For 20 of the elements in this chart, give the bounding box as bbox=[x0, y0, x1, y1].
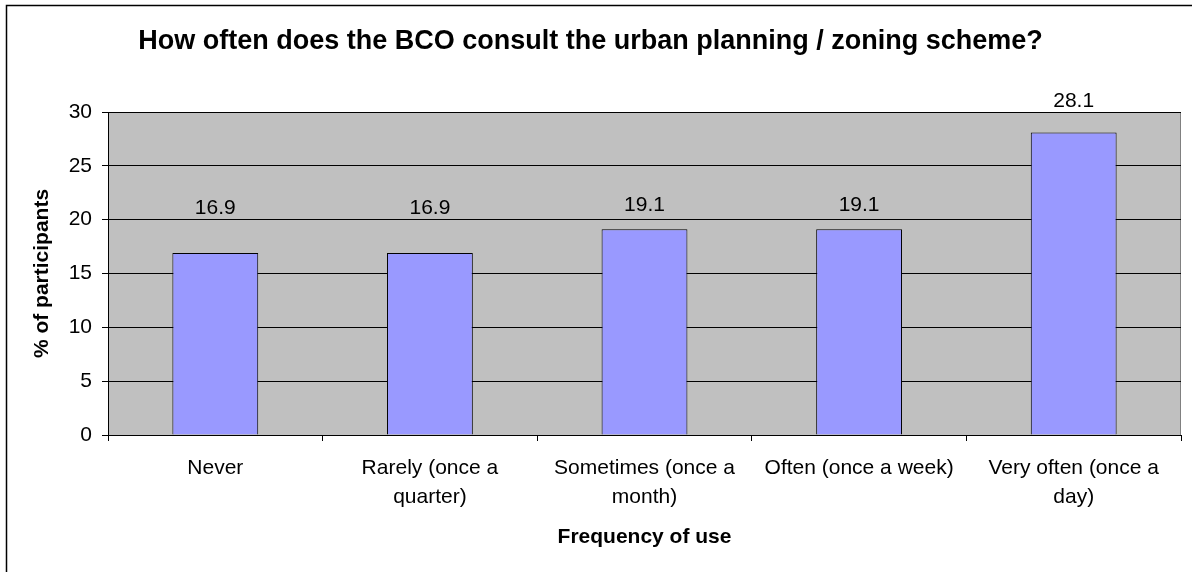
y-tick-label: 25 bbox=[68, 152, 92, 176]
x-tick-label: Very often (once a day) bbox=[988, 454, 1160, 507]
y-axis-title: % of participants bbox=[29, 188, 53, 359]
x-tick-label: Never bbox=[187, 454, 244, 478]
data-label: 19.1 bbox=[624, 192, 665, 216]
x-tick-label: Often (once a week) bbox=[764, 454, 954, 478]
data-label: 28.1 bbox=[1053, 87, 1095, 111]
x-tick-label: Sometimes (once a month) bbox=[554, 454, 736, 507]
y-tick-label: 30 bbox=[68, 98, 92, 122]
y-tick-label: 15 bbox=[68, 260, 92, 284]
y-tick-label: 20 bbox=[68, 206, 92, 230]
data-label: 16.9 bbox=[194, 195, 236, 219]
x-tick-label: Rarely (once a quarter) bbox=[361, 454, 499, 507]
y-tick-label: 0 bbox=[80, 421, 92, 445]
x-axis-title: Frequency of use bbox=[557, 524, 732, 548]
data-label: 16.9 bbox=[409, 195, 451, 219]
y-tick-label: 10 bbox=[68, 314, 92, 338]
chart-title: How often does the BCO consult the urban planning / zoning scheme? bbox=[138, 25, 1043, 56]
y-tick-label: 5 bbox=[80, 367, 92, 391]
data-label: 19.1 bbox=[838, 192, 880, 216]
